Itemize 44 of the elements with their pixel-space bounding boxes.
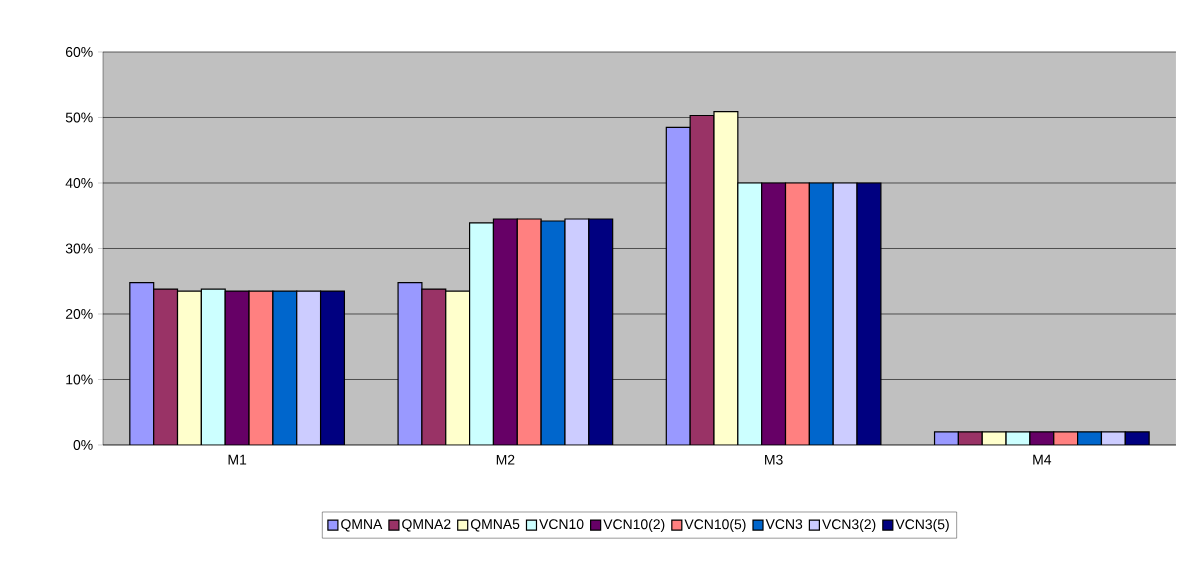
bar — [153, 288, 179, 445]
bar — [588, 218, 614, 445]
y-tick-label: 0% — [73, 440, 93, 450]
bar — [397, 281, 423, 445]
legend-label: QMNA5 — [470, 519, 520, 532]
legend-label: VCN10 — [539, 519, 584, 530]
y-tick-label: 50% — [65, 112, 93, 123]
y-tick-label: 10% — [66, 374, 93, 385]
bar — [445, 290, 471, 445]
y-tick-label: 20% — [65, 309, 93, 319]
bar — [200, 288, 226, 445]
bar — [129, 281, 155, 445]
bar — [224, 290, 250, 445]
bar — [761, 182, 786, 445]
bar — [785, 182, 810, 445]
bar — [319, 290, 346, 445]
bar — [248, 290, 274, 445]
bar — [469, 222, 495, 445]
bar — [737, 182, 762, 445]
x-tick-label: M1 — [228, 454, 247, 465]
bar — [540, 220, 566, 445]
legend-label: VCN3(2) — [822, 518, 876, 532]
legend-label: VCN10(2) — [603, 518, 665, 532]
bar — [713, 111, 738, 445]
legend-label: QMNA — [341, 519, 383, 532]
y-tick-label: 30% — [65, 243, 93, 254]
legend-label: VCN3 — [765, 519, 803, 530]
bar — [690, 115, 714, 445]
bar — [176, 290, 202, 445]
bar — [809, 182, 834, 445]
legend-label: VCN3(5) — [895, 518, 949, 532]
bar — [857, 182, 881, 445]
y-tick-label: 60% — [65, 47, 93, 57]
y-tick-label: 40% — [65, 178, 93, 188]
bar — [666, 127, 691, 445]
legend-label: QMNA2 — [402, 519, 451, 532]
x-tick-label: M4 — [1033, 454, 1052, 465]
legend-label: VCN10(5) — [684, 518, 746, 532]
bar — [421, 288, 447, 445]
bar — [272, 290, 298, 445]
bar — [492, 218, 518, 445]
x-tick-label: M3 — [765, 454, 783, 465]
x-tick-label: M2 — [496, 454, 515, 465]
bar — [516, 218, 542, 445]
